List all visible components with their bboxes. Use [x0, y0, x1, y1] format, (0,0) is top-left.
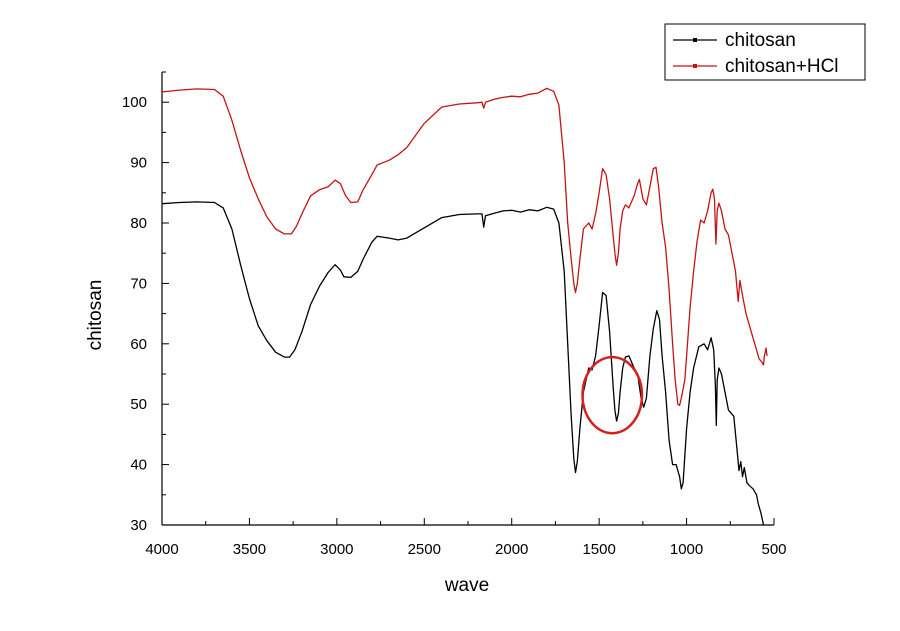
- legend-label: chitosan: [725, 30, 796, 51]
- legend-box: [664, 23, 866, 81]
- x-tick-label: 2500: [408, 541, 441, 558]
- y-tick-label: 80: [130, 215, 147, 232]
- series-line-chitosan: [161, 201, 765, 526]
- x-tick-label: 2000: [495, 541, 528, 558]
- y-axis-title: chitosan: [85, 280, 106, 351]
- legend-label: chitosan+HCl: [725, 56, 839, 77]
- annotation-ellipse: [581, 355, 644, 435]
- y-tick-label: 100: [122, 94, 147, 111]
- y-tick-label: 70: [130, 275, 147, 292]
- x-axis-title: wave: [444, 575, 489, 596]
- series-lines: [161, 87, 768, 526]
- y-tick-label: 40: [130, 457, 147, 474]
- x-tick-label: 500: [761, 541, 786, 558]
- legend: chitosan chitosan+HCl: [664, 23, 866, 81]
- x-tick-label: 3000: [320, 541, 353, 558]
- x-tick-label: 1000: [670, 541, 703, 558]
- y-tick-label: 60: [130, 336, 147, 353]
- annotations: [581, 355, 644, 435]
- y-tick-label: 50: [130, 396, 147, 413]
- x-tick-label: 4000: [145, 541, 178, 558]
- legend-swatch-marker: [693, 64, 697, 68]
- legend-swatch-marker: [693, 38, 697, 42]
- y-tick-label: 30: [130, 517, 147, 534]
- x-tick-label: 3500: [233, 541, 266, 558]
- x-tick-label: 1500: [582, 541, 615, 558]
- series-line-chitosan-hcl: [161, 87, 768, 407]
- axes: 4000 3500 3000 2500 2000 1500 1000 500 30 40 50 60 7…: [122, 71, 787, 558]
- y-tick-label: 90: [130, 155, 147, 172]
